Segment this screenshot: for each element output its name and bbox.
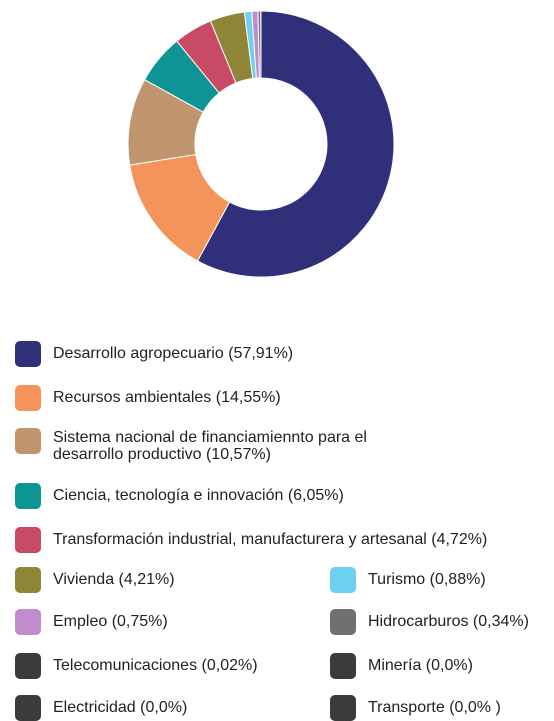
legend-label: Sistema nacional de financiamiennto para…	[53, 429, 367, 463]
legend-swatch	[15, 567, 41, 593]
legend-label: Telecomunicaciones (0,02%)	[53, 657, 258, 674]
legend-item: Electricidad (0,0%)	[15, 695, 187, 721]
legend-swatch	[15, 385, 41, 411]
legend-item: Ciencia, tecnología e innovación (6,05%)	[15, 483, 344, 509]
legend-swatch	[15, 653, 41, 679]
legend-item: Turismo (0,88%)	[330, 567, 486, 593]
legend-swatch	[330, 695, 356, 721]
legend-swatch	[15, 527, 41, 553]
legend-label: Transporte (0,0% )	[368, 699, 501, 716]
legend-label: Vivienda (4,21%)	[53, 571, 175, 588]
legend-item: Hidrocarburos (0,34%)	[330, 609, 529, 635]
legend-label: Desarrollo agropecuario (57,91%)	[53, 345, 294, 362]
legend-swatch	[330, 609, 356, 635]
legend-item: Telecomunicaciones (0,02%)	[15, 653, 258, 679]
legend-item: Transformación industrial, manufacturera…	[15, 527, 487, 553]
legend-swatch	[15, 483, 41, 509]
legend-label: Empleo (0,75%)	[53, 613, 168, 630]
legend-label: Transformación industrial, manufacturera…	[53, 531, 488, 548]
legend-swatch	[330, 567, 356, 593]
legend-item: Vivienda (4,21%)	[15, 567, 175, 593]
legend-label: Turismo (0,88%)	[368, 571, 486, 588]
legend-label: Ciencia, tecnología e innovación (6,05%)	[53, 487, 344, 504]
legend-swatch	[15, 428, 41, 454]
legend-item: Transporte (0,0% )	[330, 695, 501, 721]
legend-item: Minería (0,0%)	[330, 653, 473, 679]
chart	[127, 10, 395, 278]
legend-item: Empleo (0,75%)	[15, 609, 168, 635]
legend-label: Recursos ambientales (14,55%)	[53, 389, 281, 406]
legend-item: Sistema nacional de financiamiennto para…	[15, 428, 433, 463]
legend-item: Recursos ambientales (14,55%)	[15, 385, 281, 411]
legend-swatch	[15, 695, 41, 721]
legend-swatch	[15, 341, 41, 367]
legend-swatch	[330, 653, 356, 679]
legend-swatch	[15, 609, 41, 635]
legend-label: Hidrocarburos (0,34%)	[368, 613, 529, 630]
slice	[196, 10, 395, 278]
legend-item: Desarrollo agropecuario (57,91%)	[15, 341, 293, 367]
legend-label: Minería (0,0%)	[368, 657, 473, 674]
legend-label: Electricidad (0,0%)	[53, 699, 188, 716]
